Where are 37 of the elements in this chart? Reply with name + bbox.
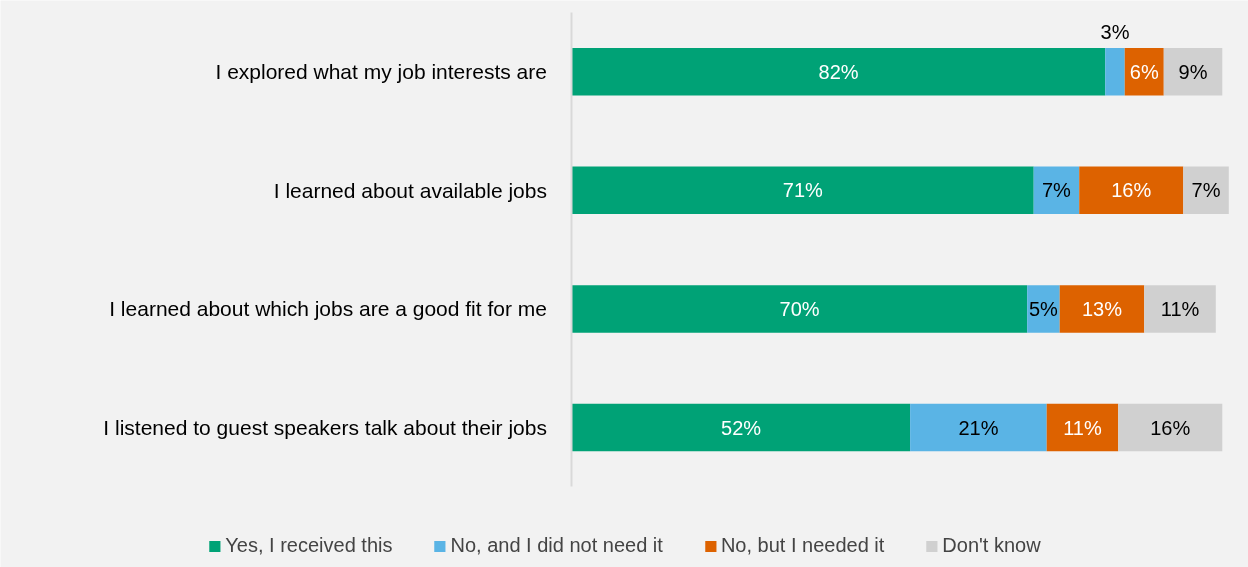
- y-tick-label: I learned about available jobs: [273, 178, 547, 202]
- data-label: 13%: [1081, 297, 1123, 320]
- bar: [1046, 403, 1119, 452]
- y-tick-label: I listened to guest speakers talk about their jobs: [103, 416, 547, 440]
- bar: [910, 403, 1047, 452]
- data-label: 5%: [1029, 297, 1059, 320]
- bar: [571, 47, 1106, 96]
- legend-label: No, and I did not need it: [450, 534, 663, 557]
- data-label: 7%: [1042, 179, 1072, 202]
- data-label: 16%: [1111, 179, 1152, 202]
- bar: [1079, 166, 1184, 215]
- data-label: 9%: [1178, 60, 1208, 83]
- bar: [1105, 47, 1125, 96]
- data-label: 21%: [958, 416, 999, 439]
- legend-label: No, but I needed it: [720, 534, 885, 557]
- y-tick-label: I learned about which jobs are a good fit for me: [109, 297, 547, 321]
- data-label: 7%: [1191, 179, 1221, 202]
- data-label: 71%: [782, 179, 824, 202]
- data-label: 3%: [1100, 21, 1130, 44]
- bar: [1059, 285, 1145, 333]
- bar: [1118, 403, 1223, 452]
- y-tick-label: I explored what my job interests are: [215, 60, 547, 84]
- bar: [571, 285, 1028, 333]
- data-label: 70%: [779, 297, 820, 320]
- data-label: 82%: [818, 60, 859, 83]
- bar: [571, 166, 1034, 215]
- data-label: 11%: [1160, 297, 1200, 320]
- bar: [1183, 166, 1229, 215]
- bar: [1163, 47, 1223, 96]
- bar: [1144, 285, 1216, 333]
- legend-label: Don't know: [942, 534, 1041, 557]
- bar: [571, 403, 911, 452]
- data-label: 6%: [1129, 60, 1159, 83]
- data-label: 52%: [721, 416, 762, 439]
- legend-label: Yes, I received this: [225, 534, 393, 557]
- data-label: 16%: [1150, 416, 1191, 439]
- data-label: 11%: [1063, 416, 1102, 439]
